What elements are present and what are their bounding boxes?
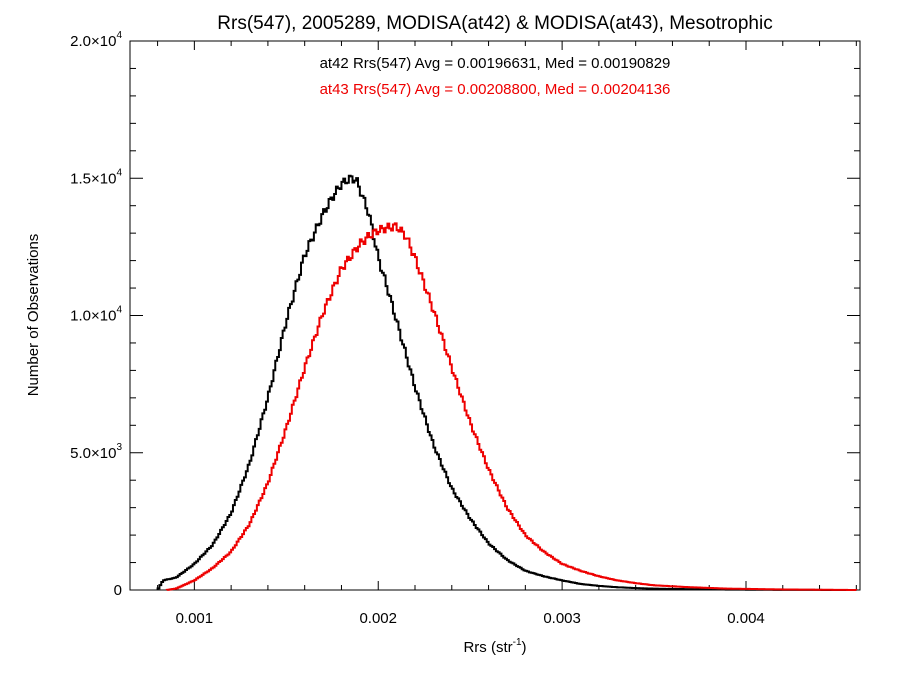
x-tick-label: 0.003 xyxy=(543,610,581,627)
y-tick-exponent: 3 xyxy=(116,442,122,453)
x-axis-label-suffix: ) xyxy=(522,639,527,656)
x-axis-label: Rrs (str-1) xyxy=(463,637,526,656)
y-tick-mantissa: 2.0×10 xyxy=(70,33,116,50)
series-at42-histogram xyxy=(156,174,857,591)
series-layer xyxy=(156,174,858,591)
y-tick-mantissa: 5.0×10 xyxy=(70,445,116,462)
annotation-at42: at42 Rrs(547) Avg = 0.00196631, Med = 0.… xyxy=(320,55,671,72)
y-tick-label: 1.5×104 xyxy=(70,167,122,187)
y-tick-exponent: 4 xyxy=(116,167,122,178)
y-tick-label: 0 xyxy=(114,582,122,599)
x-tick-label: 0.002 xyxy=(359,610,397,627)
chart-title: Rrs(547), 2005289, MODISA(at42) & MODISA… xyxy=(217,13,772,34)
y-tick-mantissa: 0 xyxy=(114,582,122,599)
y-tick-label: 5.0×103 xyxy=(70,442,122,462)
x-axis-label-sup: -1 xyxy=(513,637,522,648)
series-at43-histogram xyxy=(165,222,858,591)
y-tick-mantissa: 1.0×10 xyxy=(70,308,116,325)
y-tick-label: 2.0×104 xyxy=(70,30,122,50)
annotation-at43: at43 Rrs(547) Avg = 0.00208800, Med = 0.… xyxy=(320,81,671,98)
y-tick-label: 1.0×104 xyxy=(70,305,122,325)
y-axis-label: Number of Observations xyxy=(25,234,42,397)
y-tick-mantissa: 1.5×10 xyxy=(70,170,116,187)
y-tick-exponent: 4 xyxy=(116,30,122,41)
y-tick-exponent: 4 xyxy=(116,305,122,316)
x-tick-label: 0.001 xyxy=(176,610,214,627)
x-tick-label: 0.004 xyxy=(727,610,765,627)
x-axis-label-main: Rrs (str xyxy=(463,639,512,656)
